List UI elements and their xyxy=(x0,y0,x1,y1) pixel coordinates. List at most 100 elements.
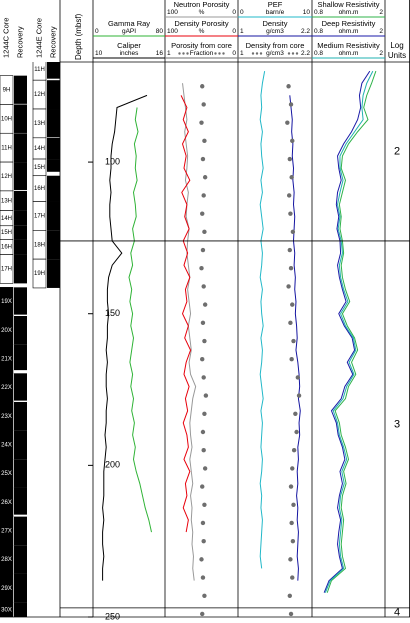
core-sample xyxy=(288,611,294,617)
log-curve xyxy=(128,107,152,533)
scale-max: 2.2 xyxy=(301,50,310,57)
core-sample xyxy=(291,338,296,344)
core-label: 9H xyxy=(3,88,11,94)
core-recovery xyxy=(14,487,27,515)
core-recovery xyxy=(14,254,27,284)
core-sample xyxy=(288,557,293,562)
core-sample xyxy=(202,593,207,598)
scale-min: 1 xyxy=(167,50,171,57)
scale-dot xyxy=(291,52,295,55)
core-sample xyxy=(203,393,209,398)
scale-min: 1 xyxy=(240,28,244,35)
scale-min: 0.8 xyxy=(314,28,323,35)
core-sample xyxy=(200,84,205,89)
core-recovery xyxy=(47,80,60,110)
core-sample xyxy=(202,175,208,180)
core-recovery xyxy=(47,62,60,79)
core-sample xyxy=(295,375,301,380)
core-sample xyxy=(287,156,292,162)
scale-dot xyxy=(182,52,185,55)
core-label: 13H xyxy=(1,198,12,204)
scale-min: 0 xyxy=(240,9,244,16)
log-curve xyxy=(259,71,266,569)
core-label: 10H xyxy=(1,116,12,122)
core-sample xyxy=(201,538,206,544)
core-sample xyxy=(202,502,207,507)
core-sample xyxy=(293,411,298,417)
core-sample xyxy=(201,102,206,107)
log-curve xyxy=(289,95,301,581)
core-recovery xyxy=(14,401,27,431)
scale-dot xyxy=(214,52,217,55)
core-recovery xyxy=(47,175,60,202)
core-sample xyxy=(288,211,293,216)
core-sample xyxy=(286,284,291,289)
scale-min: 100 xyxy=(167,28,178,35)
scale-min: 0.8 xyxy=(314,50,323,57)
core-sample xyxy=(200,357,205,362)
core-recovery xyxy=(14,430,27,460)
core-recovery xyxy=(47,201,60,231)
core-recovery xyxy=(14,516,27,546)
core-sample xyxy=(202,302,208,307)
core-sample xyxy=(199,266,204,271)
core-label: 29X xyxy=(1,586,12,592)
core-column-title: 1244C Core xyxy=(1,18,10,58)
core-recovery xyxy=(14,190,27,211)
scale-dot xyxy=(186,52,189,55)
scale-unit: ohm.m xyxy=(339,9,359,16)
log-curve xyxy=(323,70,371,593)
curve-name: Density from core xyxy=(246,41,305,50)
core-label: 20X xyxy=(1,328,12,334)
core-sample xyxy=(199,557,204,562)
core-recovery xyxy=(47,159,60,172)
core xyxy=(0,254,14,284)
curve-name: Density xyxy=(262,19,287,28)
core-sample xyxy=(200,247,206,253)
core-label: 26X xyxy=(1,500,12,506)
y-axis-label: Depth (mbsf) xyxy=(74,13,83,60)
core-sample xyxy=(288,484,294,489)
curve-name: Porosity from core xyxy=(171,41,232,50)
core-label: 30X xyxy=(1,607,12,613)
core-recovery xyxy=(14,287,27,315)
core-sample xyxy=(296,393,302,398)
log-unit-label: 3 xyxy=(394,418,400,430)
curve-name: Shallow Resistivity xyxy=(317,0,379,9)
log-unit-label: 2 xyxy=(394,145,400,157)
core-label: 17H xyxy=(1,267,12,273)
recovery-column-title: Recovery xyxy=(15,26,24,58)
log-units-title: Units xyxy=(388,51,406,60)
log-curve xyxy=(324,70,374,593)
scale-min: 0 xyxy=(95,28,99,35)
core-label: 11H xyxy=(34,67,45,73)
core-label: 14H xyxy=(1,216,12,222)
core-recovery xyxy=(14,344,27,371)
core-sample xyxy=(202,411,207,417)
scale-min: 0.8 xyxy=(314,9,323,16)
core-label: 24X xyxy=(1,443,12,449)
recovery-column-title: Recovery xyxy=(48,26,57,58)
core-label: 19H xyxy=(34,271,45,277)
scale-unit: Fraction xyxy=(190,50,214,57)
core-sample xyxy=(291,502,296,507)
core-recovery xyxy=(14,162,27,190)
core-sample xyxy=(288,320,293,326)
plot-area: 9H 10H 11H 12H 13H 14H 15H 16H 17H 19X 20X 21X 22X 23… xyxy=(0,62,377,617)
scale-max: 80 xyxy=(156,28,164,35)
core-sample xyxy=(200,575,206,580)
scale-max: 0 xyxy=(232,50,236,57)
core-sample xyxy=(287,247,292,253)
core-label: 15H xyxy=(1,230,12,236)
core-label: 18H xyxy=(34,242,45,248)
core-recovery xyxy=(47,259,60,288)
scale-dot xyxy=(255,52,259,55)
curve-name: Gamma Ray xyxy=(108,19,150,28)
core-label: 19X xyxy=(1,299,12,305)
y-tick-label: 250 xyxy=(105,611,120,621)
scale-min: 1 xyxy=(240,50,244,57)
core-sample xyxy=(200,156,206,162)
core-sample xyxy=(202,338,207,344)
core-sample xyxy=(285,120,290,125)
